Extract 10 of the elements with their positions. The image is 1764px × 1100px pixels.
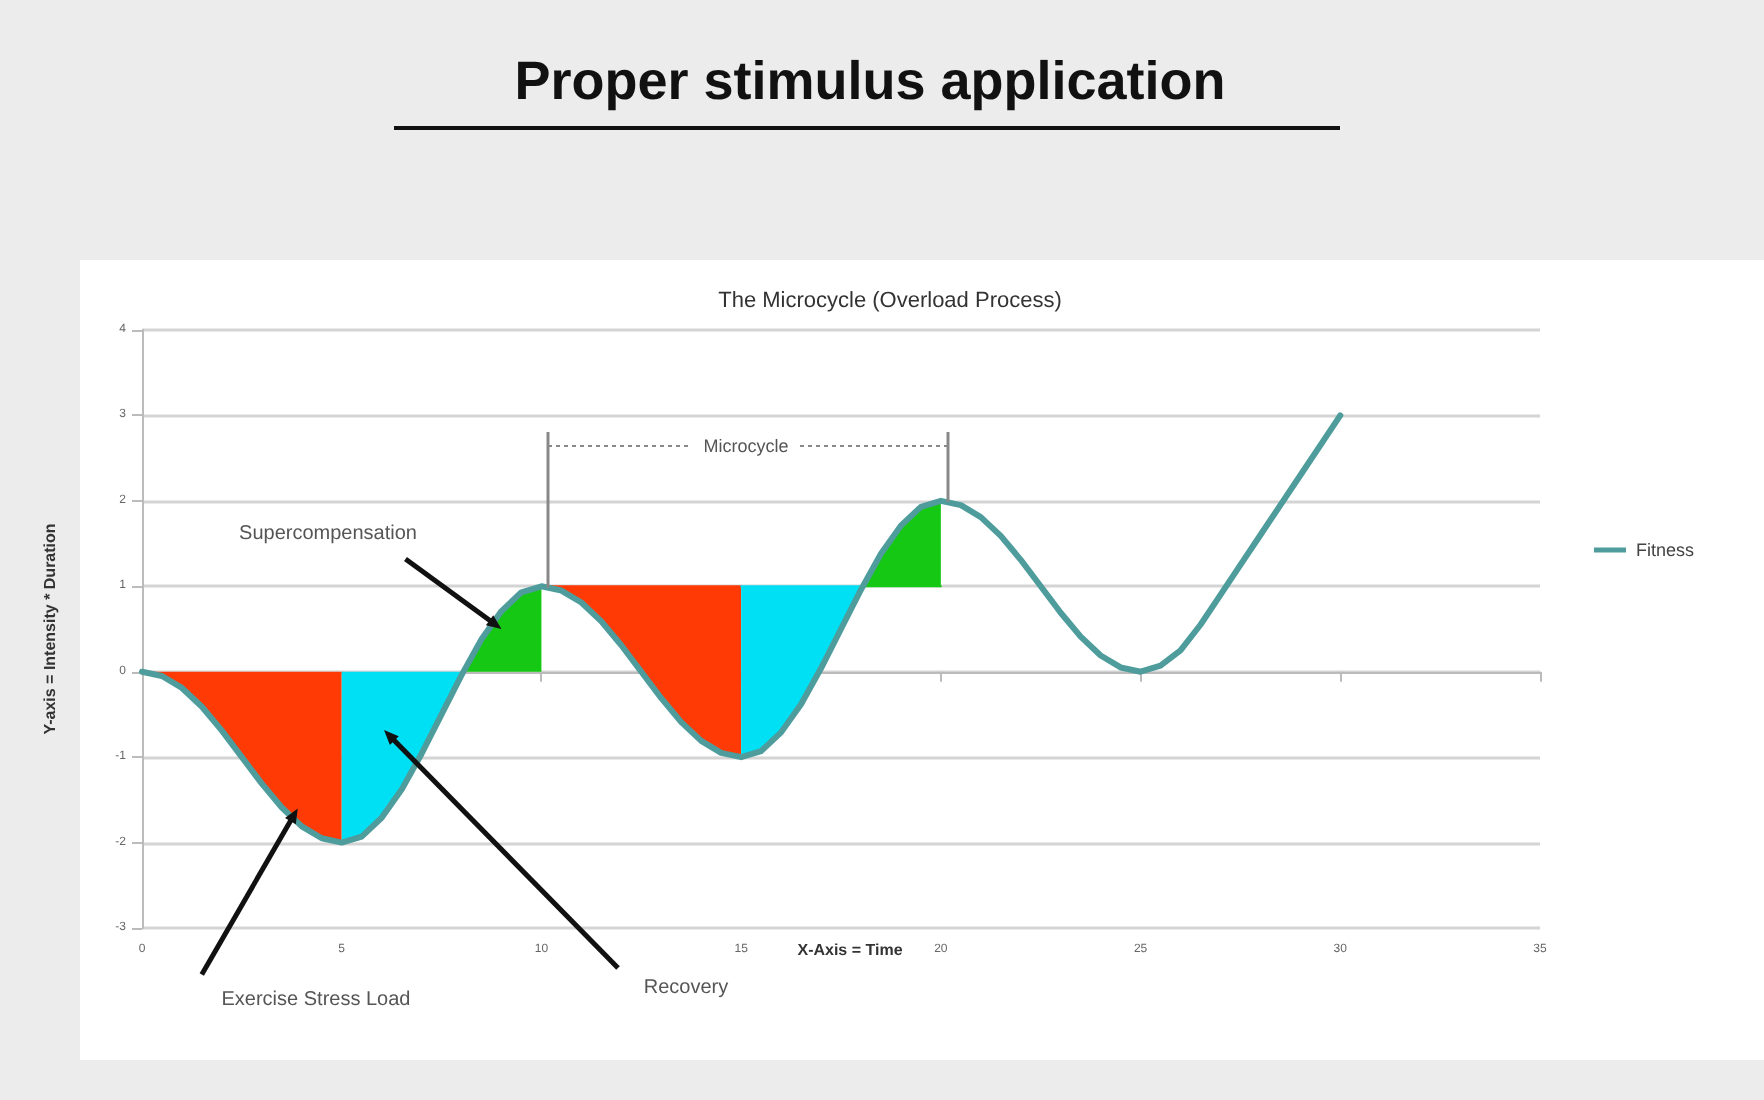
line-series	[139, 412, 1344, 846]
annotation: Microcycle	[703, 436, 789, 456]
annotation: Exercise Stress Load	[221, 989, 411, 1011]
chart-title: Proper stimulus application	[514, 51, 1226, 111]
chart-subtitle: The Microcycle (Overload Process)	[718, 289, 1062, 313]
annotation: Supercompensation	[239, 523, 417, 545]
text: Recovery	[643, 977, 729, 999]
x-axis-title: X-Axis = Time	[797, 941, 904, 959]
legend-label: Fitness	[1635, 540, 1695, 560]
y-axis-title: Y-axis = Intensity * Duration	[41, 523, 59, 735]
